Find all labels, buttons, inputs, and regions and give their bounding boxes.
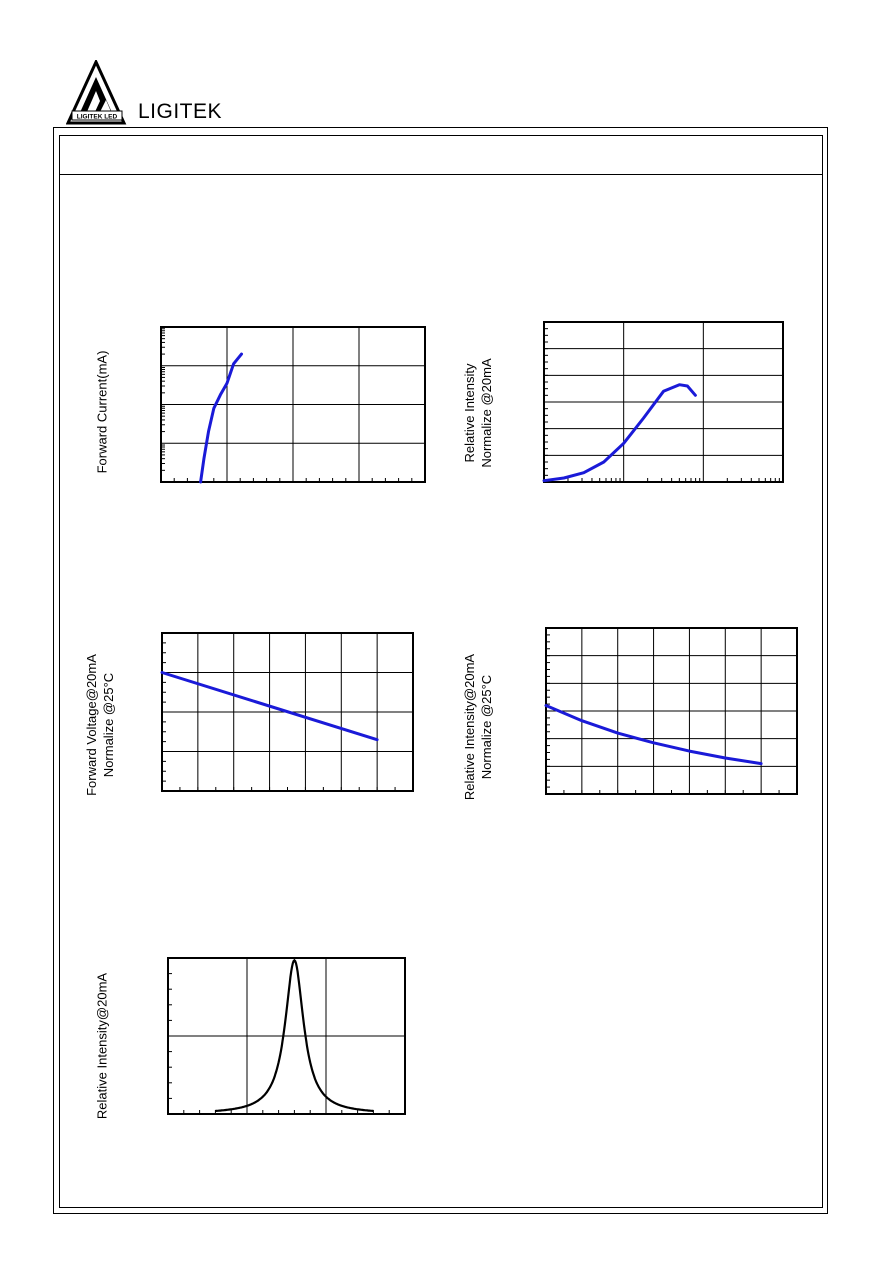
- chart3-ylabel-line1: Forward Voltage@20mA: [84, 654, 99, 796]
- chart2-ylabel-line2: Normalize @20mA: [479, 358, 494, 468]
- chart1-ylabel-line1: Forward Current(mA): [94, 350, 110, 474]
- series-line-0: [199, 352, 243, 484]
- chart4-ylabel-line2: Normalize @25°C: [479, 674, 494, 780]
- chart2-ylabel: Relative Intensity Normalize @20mA: [461, 358, 495, 467]
- spectrum-chart: [167, 957, 406, 1115]
- chart5-ylabel: Relative Intensity@20mA: [94, 973, 111, 1119]
- series-line-0: [160, 671, 379, 742]
- chart1-ylabel: Forward Current(mA): [94, 351, 111, 474]
- relative-intensity-current-chart: [542, 321, 784, 483]
- ligitek-logo: LIGITEK LED: [66, 60, 127, 125]
- chart2-ylabel-line1: Relative Intensity: [462, 363, 477, 463]
- chart4-ylabel-line1: Relative Intensity@20mA: [462, 653, 477, 801]
- header-divider: [60, 174, 822, 175]
- forward-current-chart: [160, 326, 426, 484]
- series-line-0: [544, 704, 763, 766]
- document-inner-frame: [59, 135, 823, 1208]
- chart5-ylabel-line1: Relative Intensity@20mA: [94, 972, 110, 1120]
- logo-text: LIGITEK LED: [77, 114, 118, 121]
- series-line-0: [542, 383, 697, 483]
- relative-intensity-temp-chart: [544, 627, 798, 795]
- chart3-ylabel-line2: Normalize @25°C: [101, 672, 116, 778]
- chart3-ylabel: Forward Voltage@20mA Normalize @25°C: [83, 654, 117, 796]
- document-frame: [53, 127, 828, 1214]
- chart4-ylabel: Relative Intensity@20mA Normalize @25°C: [461, 654, 495, 800]
- forward-voltage-temp-chart: [160, 632, 414, 792]
- brand-name: LIGITEK: [138, 100, 223, 123]
- spectrum-line: [215, 958, 374, 1113]
